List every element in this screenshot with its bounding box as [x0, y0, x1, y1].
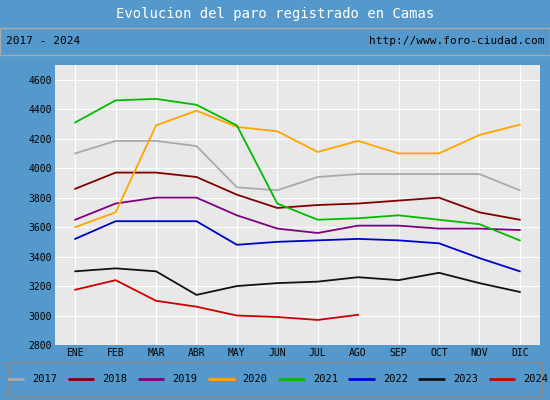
- Text: 2020: 2020: [243, 374, 268, 384]
- Text: 2017 - 2024: 2017 - 2024: [6, 36, 80, 46]
- Text: Evolucion del paro registrado en Camas: Evolucion del paro registrado en Camas: [116, 7, 434, 21]
- Text: 2022: 2022: [383, 374, 408, 384]
- Text: 2019: 2019: [172, 374, 197, 384]
- Text: 2024: 2024: [523, 374, 548, 384]
- Text: 2021: 2021: [313, 374, 338, 384]
- Text: http://www.foro-ciudad.com: http://www.foro-ciudad.com: [369, 36, 544, 46]
- Text: 2018: 2018: [102, 374, 127, 384]
- Text: 2017: 2017: [32, 374, 57, 384]
- Text: 2023: 2023: [453, 374, 478, 384]
